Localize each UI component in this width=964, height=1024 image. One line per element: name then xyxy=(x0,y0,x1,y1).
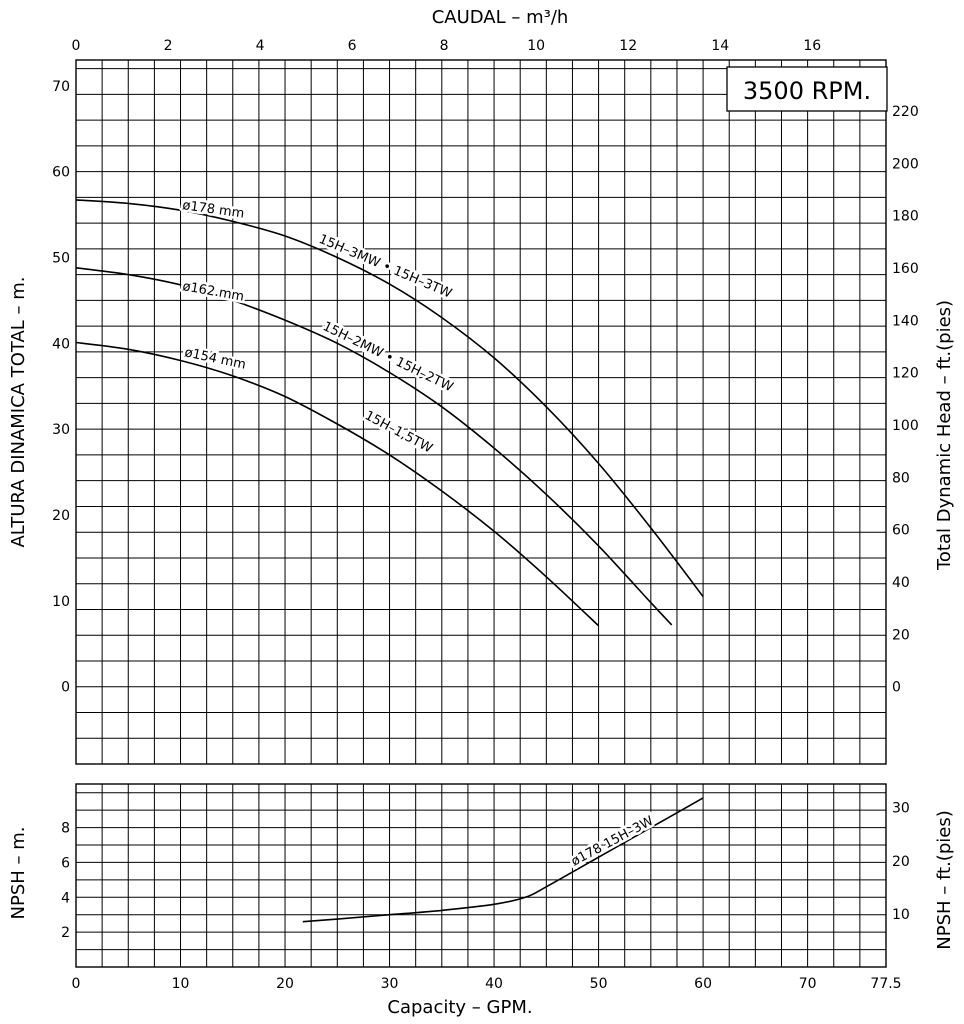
left-npsh-tick-label: 4 xyxy=(61,890,70,906)
top-tick-label: 2 xyxy=(164,38,173,54)
right-npsh-tick-label: 10 xyxy=(892,907,910,923)
bottom-tick-label: 0 xyxy=(72,976,81,992)
right-head-tick-label: 160 xyxy=(892,261,919,277)
right-axis-title-npsh: NPSH – ft.(pies) xyxy=(934,810,955,949)
right-head-tick-label: 140 xyxy=(892,313,919,329)
top-tick-label: 16 xyxy=(803,38,821,54)
label-162mm: ø162 mm xyxy=(181,279,245,305)
label-154mm: ø154 mm xyxy=(183,345,247,373)
left-head-tick-label: 0 xyxy=(61,680,70,696)
bottom-tick-label: 20 xyxy=(276,976,294,992)
model-label-2: 15H–2MW • 15H–2TW xyxy=(320,319,455,395)
left-head-tick-label: 40 xyxy=(52,336,70,352)
right-npsh-tick-label: 30 xyxy=(892,801,910,817)
right-head-tick-label: 40 xyxy=(892,575,910,591)
right-head-tick-label: 0 xyxy=(892,680,901,696)
left-axis-title-npsh: NPSH – m. xyxy=(8,827,29,920)
left-head-tick-label: 30 xyxy=(52,422,70,438)
bottom-tick-label: 60 xyxy=(694,976,712,992)
right-head-tick-label: 60 xyxy=(892,523,910,539)
npsh-grid-frame xyxy=(75,783,887,968)
curve-178mm xyxy=(75,199,704,598)
right-head-tick-label: 80 xyxy=(892,470,910,486)
right-head-tick-label: 200 xyxy=(892,156,919,172)
bottom-tick-label: 77.5 xyxy=(870,976,901,992)
right-npsh-tick-label: 20 xyxy=(892,854,910,870)
bottom-tick-label: 10 xyxy=(172,976,190,992)
label-178mm: ø178 mm xyxy=(181,198,245,222)
right-head-tick-label: 120 xyxy=(892,366,919,382)
left-npsh-tick-label: 8 xyxy=(61,821,70,837)
right-head-tick-label: 100 xyxy=(892,418,919,434)
bottom-tick-label: 40 xyxy=(485,976,503,992)
left-npsh-tick-label: 2 xyxy=(61,925,70,941)
top-tick-label: 12 xyxy=(619,38,637,54)
right-axis-title-head: Total Dynamic Head – ft.(pies) xyxy=(934,300,955,571)
top-tick-label: 8 xyxy=(440,38,449,54)
left-npsh-tick-label: 6 xyxy=(61,855,70,871)
tick-labels: 0 2 4 6 8 10 12 14 160 10 20 30 40 50 60 70 77.501020304… xyxy=(52,38,919,992)
top-tick-label: 0 xyxy=(72,38,81,54)
right-head-tick-label: 180 xyxy=(892,209,919,225)
left-head-tick-label: 20 xyxy=(52,508,70,524)
model-label-15: 15H–1,5TW xyxy=(362,408,435,456)
left-head-tick-label: 70 xyxy=(52,79,70,95)
right-head-tick-label: 20 xyxy=(892,627,910,643)
top-tick-label: 14 xyxy=(711,38,729,54)
head-grid xyxy=(75,59,887,765)
left-head-tick-label: 60 xyxy=(52,165,70,181)
curve-154mm xyxy=(75,341,600,627)
top-tick-label: 4 xyxy=(256,38,265,54)
left-axis-title-head: ALTURA DINAMICA TOTAL – m. xyxy=(8,276,29,547)
top-axis-title: CAUDAL – m³/h xyxy=(432,7,569,28)
left-head-tick-label: 10 xyxy=(52,594,70,610)
curve-162mm xyxy=(75,267,673,626)
npsh-curve-label: ø178 15H–3W xyxy=(569,814,656,870)
bottom-tick-label: 30 xyxy=(381,976,399,992)
bottom-tick-label: 70 xyxy=(799,976,817,992)
top-tick-label: 6 xyxy=(348,38,357,54)
bottom-tick-label: 50 xyxy=(590,976,608,992)
head-grid-frame xyxy=(75,59,887,765)
right-head-tick-label: 220 xyxy=(892,104,919,120)
rpm-box: 3500 RPM. xyxy=(726,66,888,112)
left-head-tick-label: 50 xyxy=(52,250,70,266)
top-tick-label: 10 xyxy=(527,38,545,54)
npsh-curve xyxy=(302,797,704,923)
bottom-axis-title: Capacity – GPM. xyxy=(387,997,532,1018)
npsh-grid xyxy=(75,783,887,968)
rpm-label: 3500 RPM. xyxy=(743,77,871,105)
